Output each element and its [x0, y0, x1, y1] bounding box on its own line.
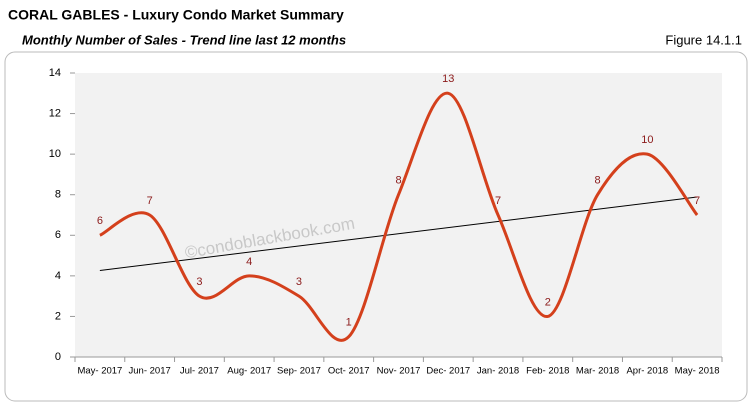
y-tick-label: 12 [49, 107, 61, 119]
x-tick-label: Nov- 2017 [377, 366, 421, 377]
y-tick-label: 10 [49, 148, 61, 160]
x-tick-label: Sep- 2017 [277, 366, 321, 377]
trend-line [99, 196, 698, 272]
x-tick-label: May- 2017 [77, 366, 122, 377]
y-tick-label: 2 [55, 310, 61, 322]
x-tick-label: Aug- 2017 [227, 366, 271, 377]
x-tick-label: Feb- 2018 [526, 366, 569, 377]
x-tick-label: Jun- 2017 [129, 366, 171, 377]
x-tick-label: Jul- 2017 [180, 366, 219, 377]
data-label: 3 [296, 276, 302, 288]
data-label: 8 [395, 175, 401, 187]
data-label: 7 [694, 195, 700, 207]
page-title: CORAL GABLES - Luxury Condo Market Summa… [8, 7, 344, 23]
data-line [99, 91, 699, 342]
x-tick-label: May- 2018 [675, 366, 720, 377]
x-tick-label: Jan- 2018 [477, 366, 519, 377]
data-label: 13 [442, 73, 454, 85]
data-label: 10 [641, 134, 653, 146]
figure-label: Figure 14.1.1 [665, 32, 742, 47]
data-label: 4 [246, 256, 252, 268]
y-tick-label: 8 [55, 189, 61, 201]
data-label: 7 [147, 195, 153, 207]
y-tick-label: 0 [55, 351, 61, 363]
data-label: 1 [346, 317, 352, 329]
data-label: 7 [495, 195, 501, 207]
x-tick-label: Apr- 2018 [626, 366, 668, 377]
plot-area [75, 73, 722, 357]
data-label: 2 [545, 296, 551, 308]
data-label: 6 [97, 215, 103, 227]
y-tick-label: 14 [49, 67, 61, 79]
x-tick-label: Mar- 2018 [576, 366, 619, 377]
x-tick-label: Dec- 2017 [426, 366, 470, 377]
y-tick-label: 6 [55, 229, 61, 241]
y-tick-label: 4 [55, 270, 61, 282]
x-tick-label: Oct- 2017 [328, 366, 370, 377]
data-label: 3 [196, 276, 202, 288]
subtitle: Monthly Number of Sales - Trend line las… [22, 32, 346, 47]
data-label: 8 [595, 175, 601, 187]
